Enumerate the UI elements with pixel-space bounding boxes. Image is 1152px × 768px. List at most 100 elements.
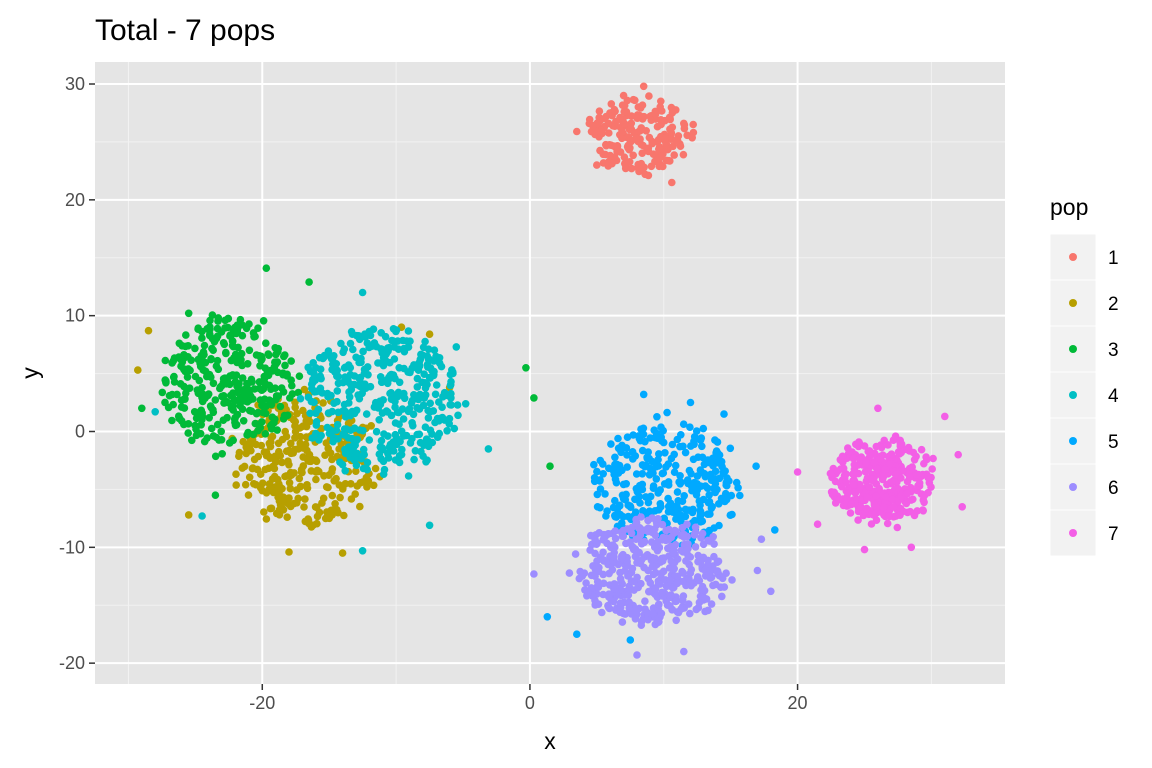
data-point	[920, 498, 928, 507]
data-point	[920, 459, 928, 468]
data-point	[453, 401, 462, 409]
data-point	[254, 408, 262, 417]
data-point	[282, 405, 291, 414]
data-point	[620, 153, 629, 161]
data-point	[637, 579, 645, 588]
data-point	[177, 396, 186, 405]
data-point	[421, 379, 429, 387]
data-point	[310, 370, 318, 378]
data-point	[296, 439, 305, 448]
data-point	[645, 92, 653, 100]
legend-swatch	[1069, 253, 1077, 261]
data-point	[619, 609, 628, 618]
data-point	[260, 395, 269, 404]
data-point	[325, 392, 334, 400]
data-point	[420, 370, 429, 379]
data-point	[669, 584, 677, 592]
data-point	[214, 317, 222, 325]
data-point	[915, 479, 924, 487]
data-point	[897, 448, 905, 457]
data-point	[235, 452, 243, 461]
data-point	[303, 484, 312, 493]
data-point	[340, 431, 349, 439]
data-point	[219, 375, 228, 383]
data-point	[331, 500, 339, 508]
data-point	[694, 573, 702, 581]
data-point	[683, 520, 691, 529]
data-point	[632, 519, 641, 527]
data-point	[197, 410, 206, 419]
data-point	[389, 447, 398, 455]
data-point	[287, 439, 295, 448]
data-point	[222, 348, 230, 357]
data-point	[631, 605, 639, 614]
data-point	[849, 454, 858, 463]
data-point	[622, 444, 631, 452]
data-point	[679, 420, 688, 429]
data-point	[610, 105, 619, 114]
data-point	[317, 431, 326, 440]
data-point	[161, 356, 170, 365]
data-point	[846, 509, 855, 517]
data-point	[354, 381, 362, 389]
data-point	[254, 452, 263, 461]
data-point	[409, 421, 417, 430]
data-point	[391, 397, 399, 406]
data-point	[605, 129, 613, 137]
data-point	[186, 366, 194, 375]
data-point	[425, 330, 434, 339]
data-point	[905, 473, 914, 482]
data-point	[589, 121, 597, 130]
data-point	[381, 332, 390, 341]
data-point	[233, 388, 241, 397]
data-point	[218, 392, 226, 401]
data-point	[305, 457, 313, 466]
data-point	[667, 129, 676, 137]
data-point	[358, 288, 367, 297]
data-point	[896, 511, 904, 519]
data-point	[134, 366, 142, 374]
data-point	[606, 151, 614, 160]
data-point	[446, 381, 455, 390]
data-point	[880, 472, 888, 481]
data-point	[279, 415, 288, 423]
data-point	[169, 400, 177, 409]
data-point	[863, 493, 871, 502]
data-point	[338, 460, 347, 469]
data-point	[341, 467, 350, 475]
data-point	[667, 557, 675, 565]
data-point	[850, 461, 859, 469]
data-point	[913, 507, 921, 515]
data-point	[184, 429, 192, 437]
data-point	[368, 342, 376, 351]
data-point	[855, 438, 863, 446]
data-point	[340, 400, 349, 409]
data-point	[414, 366, 423, 375]
data-point	[390, 355, 399, 363]
data-point	[438, 413, 447, 422]
data-point	[180, 420, 188, 429]
data-point	[593, 161, 601, 169]
data-point	[213, 332, 222, 341]
data-point	[263, 369, 272, 377]
data-point	[265, 381, 274, 390]
data-point	[849, 481, 858, 489]
data-point	[666, 576, 674, 584]
data-point	[227, 356, 236, 365]
data-point	[254, 324, 262, 333]
data-point	[317, 374, 325, 383]
data-point	[384, 344, 392, 352]
data-point	[922, 453, 930, 461]
data-point	[231, 418, 239, 427]
data-point	[336, 493, 344, 502]
data-point	[625, 604, 633, 612]
data-point	[644, 171, 653, 180]
data-point	[260, 448, 269, 456]
data-point	[293, 409, 301, 418]
data-point	[376, 400, 385, 409]
data-point	[422, 435, 431, 444]
data-point	[333, 387, 342, 395]
data-point	[245, 346, 254, 355]
data-point	[641, 597, 649, 605]
